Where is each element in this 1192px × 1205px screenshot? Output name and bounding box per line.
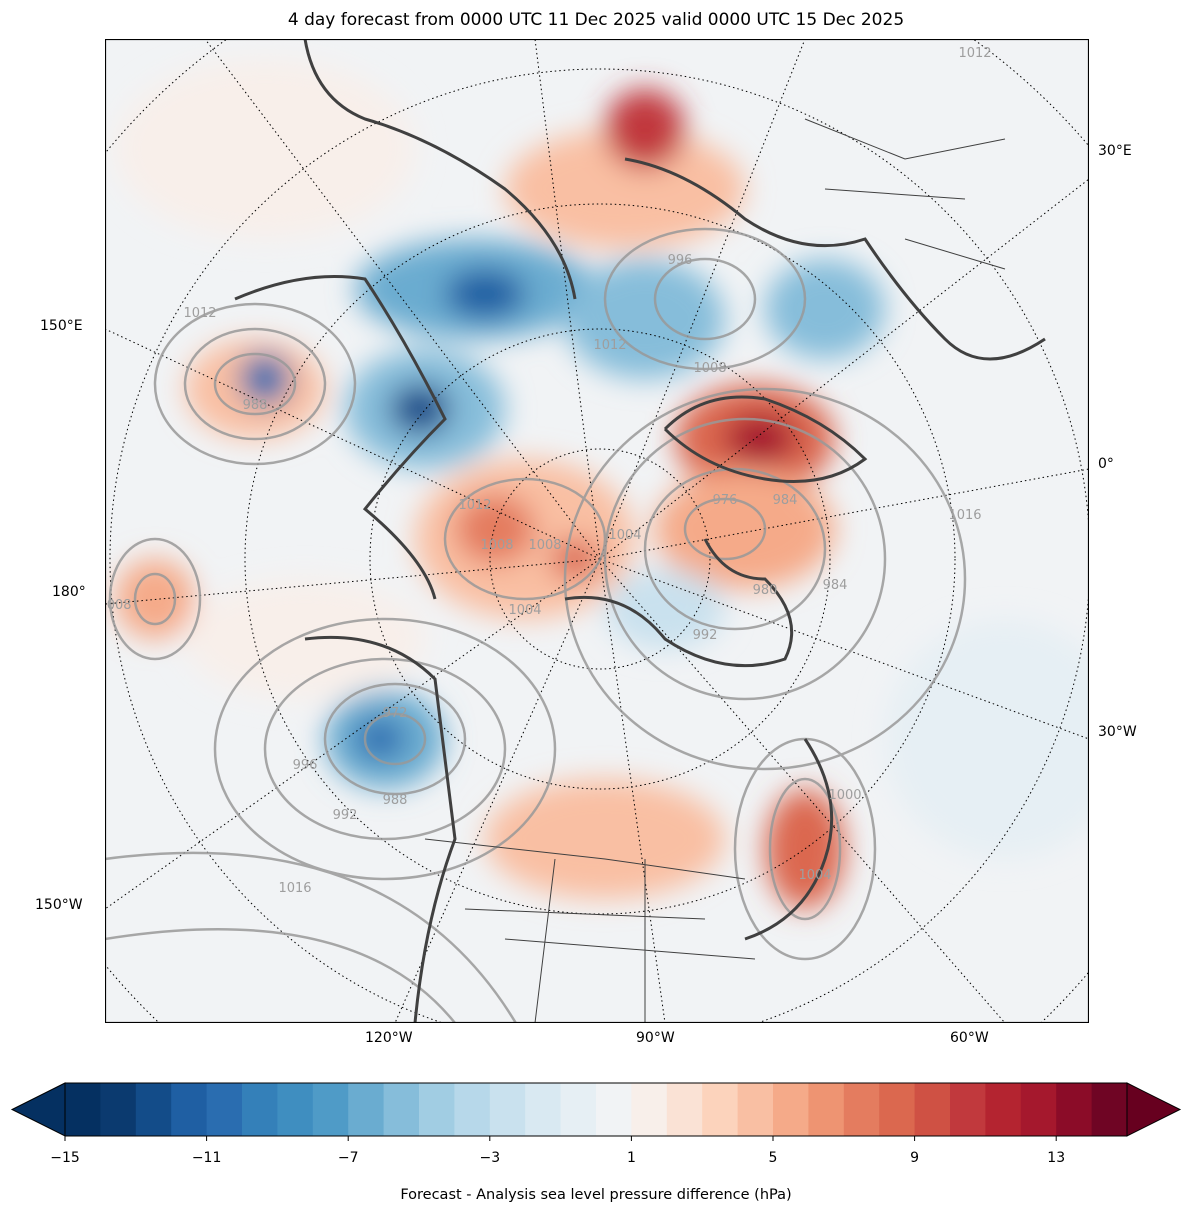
colorbar-cell — [631, 1083, 668, 1136]
lon-label-150e: 150°E — [40, 318, 83, 334]
colorbar-cell — [242, 1083, 278, 1136]
pressure-contours — [105, 227, 967, 1023]
colorbar-cell — [277, 1083, 314, 1136]
colorbar-tick-label: −15 — [50, 1150, 80, 1166]
contour-label: 1000 — [828, 788, 861, 803]
map-frame — [105, 39, 1089, 1023]
lon-label-90w: 90°W — [636, 1030, 675, 1046]
lon-label-0: 0° — [1098, 456, 1114, 472]
lon-label-30w: 30°W — [1098, 724, 1137, 740]
contour-label: 1012 — [183, 306, 216, 321]
colorbar-cell — [702, 1083, 739, 1136]
colorbar-cell — [808, 1083, 845, 1136]
contour-label: 980 — [753, 583, 778, 598]
colorbar-cell — [1020, 1083, 1057, 1136]
colorbar-cell — [914, 1083, 951, 1136]
contour-label: 984 — [773, 493, 798, 508]
contour-label: 984 — [823, 578, 848, 593]
colorbar-cell — [879, 1083, 916, 1136]
lon-label-180: 180° — [52, 584, 86, 600]
colorbar-label: Forecast - Analysis sea level pressure d… — [400, 1187, 792, 1203]
contour-label: 988 — [243, 398, 268, 413]
contour-label: 1016 — [948, 508, 981, 523]
contour-label: 988 — [383, 793, 408, 808]
latitude-circles — [105, 39, 1089, 1023]
polar-stereographic-map: 1012 1012 1008 1004 1008 996 992 1008 10… — [105, 39, 1089, 1023]
lon-label-120w: 120°W — [365, 1030, 413, 1046]
contour-label: 1004 — [508, 603, 541, 618]
colorbar: −15 −11 −7 −3 1 5 9 13 — [10, 1082, 1182, 1166]
colorbar-tick-label: 1 — [627, 1150, 636, 1166]
colorbar-cell — [171, 1083, 208, 1136]
colorbar-cell — [525, 1083, 562, 1136]
colorbar-cell — [737, 1083, 774, 1136]
colorbar-cell — [348, 1083, 385, 1136]
colorbar-cell — [1091, 1083, 1128, 1136]
colorbar-cell — [454, 1083, 491, 1136]
contour-label: 996 — [293, 758, 318, 773]
colorbar-tick-label: −11 — [192, 1150, 222, 1166]
contour-label: 1012 — [593, 338, 626, 353]
colorbar-cell — [65, 1083, 101, 1136]
contour-label: 1012 — [458, 498, 491, 513]
colorbar-cell — [666, 1083, 703, 1136]
contour-labels: 1012 1012 1008 1004 1008 996 992 1008 10… — [105, 46, 992, 896]
colorbar-tick-label: 13 — [1047, 1150, 1065, 1166]
lon-label-30e: 30°E — [1098, 143, 1132, 159]
colorbar-cell — [419, 1083, 455, 1136]
map-title: 4 day forecast from 0000 UTC 11 Dec 2025… — [287, 10, 905, 30]
contour-label: 976 — [713, 493, 738, 508]
coastlines — [234, 39, 1046, 1023]
colorbar-tick-label: 5 — [769, 1150, 778, 1166]
contour-label: 992 — [333, 808, 358, 823]
colorbar-cell — [135, 1083, 172, 1136]
borders — [424, 118, 1006, 1023]
contour-label: 996 — [668, 253, 693, 268]
contour-label: 992 — [693, 628, 718, 643]
contour-label: 1012 — [958, 46, 991, 61]
contour-label: 1008 — [528, 538, 561, 553]
colorbar-extend-over — [1126, 1082, 1182, 1137]
contour-label: 1008 — [105, 598, 132, 613]
colorbar-cell — [773, 1083, 809, 1136]
contour-label: 972 — [383, 706, 408, 721]
contour-label: 1004 — [608, 528, 641, 543]
pressure-anomaly-field — [115, 59, 1089, 909]
contour-label: 1004 — [798, 868, 831, 883]
contour-label: 1008 — [693, 361, 726, 376]
colorbar-outline — [64, 1082, 1128, 1137]
colorbar-cell — [489, 1083, 526, 1136]
colorbar-cell — [312, 1083, 349, 1136]
colorbar-cell — [1056, 1083, 1093, 1136]
contour-label: 1016 — [278, 881, 311, 896]
colorbar-tick-label: −7 — [338, 1150, 359, 1166]
colorbar-cell — [100, 1083, 137, 1136]
colorbar-tick-label: 9 — [910, 1150, 919, 1166]
lon-label-60w: 60°W — [950, 1030, 989, 1046]
colorbar-cell — [206, 1083, 243, 1136]
colorbar-cell — [560, 1083, 597, 1136]
colorbar-cell — [985, 1083, 1022, 1136]
colorbar-tick-label: −3 — [479, 1150, 500, 1166]
lon-label-150w: 150°W — [35, 897, 83, 913]
colorbar-cell — [596, 1083, 632, 1136]
colorbar-cell — [950, 1083, 986, 1136]
contour-label: 1008 — [480, 538, 513, 553]
colorbar-cell — [383, 1083, 420, 1136]
colorbar-cell — [843, 1083, 880, 1136]
colorbar-extend-under — [10, 1082, 66, 1137]
